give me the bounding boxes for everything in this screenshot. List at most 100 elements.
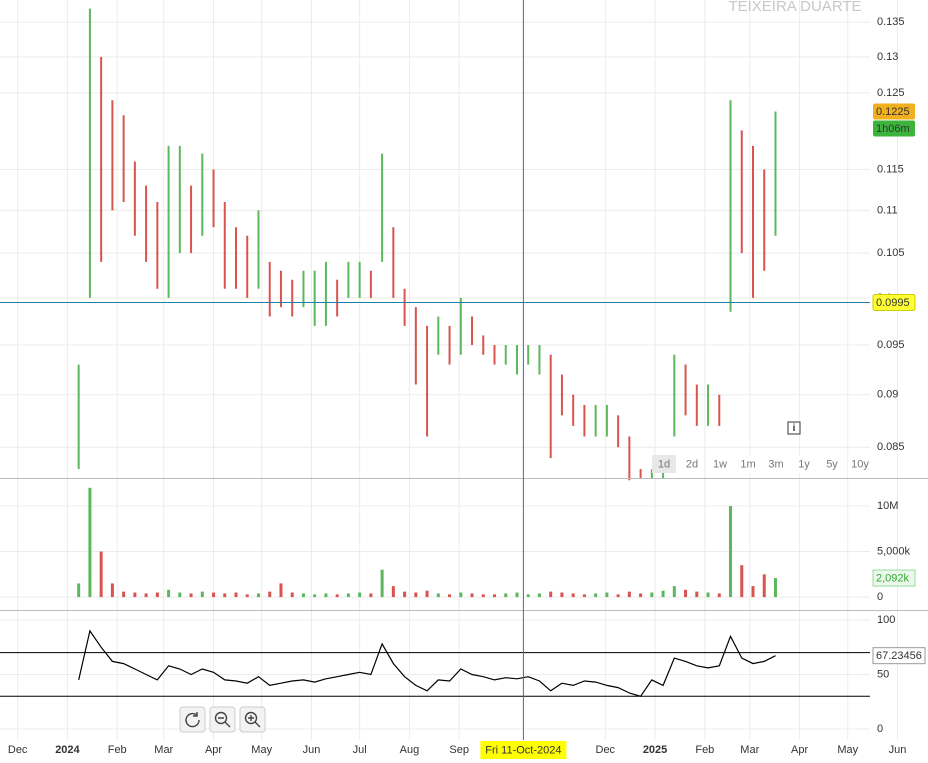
x-tick-label: May <box>251 744 272 756</box>
range-button-label: 1d <box>658 458 670 470</box>
volume-bar <box>268 591 272 598</box>
volume-bar <box>706 592 710 598</box>
range-button[interactable]: 10y <box>848 455 872 473</box>
range-button[interactable]: 2d <box>680 455 704 473</box>
volume-bar <box>346 593 350 598</box>
y-tick-label: 0.125 <box>877 87 905 99</box>
zoom-controls <box>179 706 266 733</box>
x-tick-label: Dec <box>596 744 616 756</box>
grid <box>0 0 898 740</box>
volume-bar <box>178 592 182 598</box>
range-button-bg <box>792 455 816 473</box>
volume-bar <box>436 593 440 598</box>
range-button-bg <box>708 455 732 473</box>
y-tick-label: 0.09 <box>877 389 898 401</box>
volume-bar <box>88 487 92 598</box>
volume-bar <box>762 574 766 598</box>
x-tick-label: Aug <box>400 744 420 756</box>
range-button-bg <box>764 455 788 473</box>
countdown-box <box>873 120 915 137</box>
range-button-label: 3m <box>768 458 783 470</box>
volume-bar <box>245 594 249 598</box>
volume-bar <box>403 591 407 598</box>
y-tick-label: 50 <box>877 668 889 680</box>
volume-bar <box>594 593 598 598</box>
volume-bar <box>313 594 317 598</box>
volume-bar <box>301 593 305 598</box>
y-tick-label: 10M <box>877 500 898 512</box>
x-tick-label: Feb <box>695 744 714 756</box>
volume-bar <box>425 590 429 598</box>
volume-bar <box>537 593 541 598</box>
range-button[interactable]: 1y <box>792 455 816 473</box>
volume-bar <box>672 586 676 598</box>
zoom-in-button[interactable] <box>239 706 266 733</box>
volume-bar <box>155 592 159 598</box>
rsi-line <box>78 629 776 697</box>
range-button[interactable]: 1d <box>652 455 676 473</box>
volume-bar <box>684 589 688 598</box>
range-button[interactable]: 1m <box>736 455 760 473</box>
volume-bar <box>212 592 216 598</box>
zoom-out-button[interactable] <box>209 706 236 733</box>
volume-bar <box>616 594 620 598</box>
volume-bar <box>335 594 339 598</box>
volume-bar <box>369 593 373 598</box>
volume-bar <box>391 586 395 598</box>
range-button[interactable]: 1w <box>708 455 732 473</box>
y-tick-label: 0.115 <box>877 163 904 175</box>
range-button[interactable]: 3m <box>764 455 788 473</box>
y-tick-label: 0.11 <box>877 204 898 216</box>
volume-bar <box>167 589 171 598</box>
volume-bar <box>223 593 227 598</box>
rsi-last-label: 67.23456 <box>876 650 922 662</box>
volume-bar <box>234 592 238 598</box>
y-tick-label: 0.095 <box>877 339 905 351</box>
volume-bar <box>448 594 452 598</box>
range-button-label: 1w <box>713 458 727 470</box>
reset-button[interactable] <box>179 706 206 733</box>
last-price-box <box>873 103 915 120</box>
volume-bar <box>773 578 777 598</box>
volume-bar <box>200 591 204 598</box>
range-button-bg <box>820 455 844 473</box>
range-button-bg <box>736 455 760 473</box>
volume-bar <box>493 594 497 598</box>
crosshair-x-label: Fri 11-Oct-2024 <box>485 744 561 756</box>
volume-bar <box>729 506 733 598</box>
volume-bar <box>414 592 418 598</box>
volume-bar <box>189 593 193 598</box>
range-button-label: 1m <box>740 458 755 470</box>
volume-bar <box>526 594 530 598</box>
volume-bar <box>639 593 643 598</box>
volume-bar <box>110 583 114 598</box>
x-tick-label: 2025 <box>643 744 667 756</box>
volume-bar <box>627 591 631 598</box>
volume-last-box <box>872 569 916 587</box>
volume-bar <box>459 592 463 598</box>
x-tick-label: Dec <box>8 744 28 756</box>
y-tick-label: 0 <box>877 723 883 735</box>
info-icon[interactable]: i <box>787 421 801 435</box>
range-button[interactable]: 5y <box>820 455 844 473</box>
watermark: TEIXEIRA DUARTE <box>728 0 861 15</box>
last-price-label: 0.1225 <box>876 106 910 118</box>
volume-bar <box>380 569 384 598</box>
volume-bar <box>256 593 260 598</box>
range-button-bg <box>848 455 872 473</box>
y-tick-label: 0.105 <box>877 247 905 259</box>
rsi-last-box <box>872 647 926 665</box>
volume-bar <box>144 593 148 598</box>
volume-bar <box>279 583 283 598</box>
range-button-label: 2d <box>686 458 698 470</box>
x-tick-label: May <box>837 744 858 756</box>
y-tick-label: 5,000k <box>877 545 911 557</box>
volume-bar <box>605 592 609 598</box>
range-button-label: 10y <box>851 458 869 470</box>
volume-bar <box>571 593 575 598</box>
countdown-label: 1h06m <box>876 123 910 135</box>
y-tick-label: 100 <box>877 614 895 626</box>
x-tick-label: Mar <box>740 744 759 756</box>
